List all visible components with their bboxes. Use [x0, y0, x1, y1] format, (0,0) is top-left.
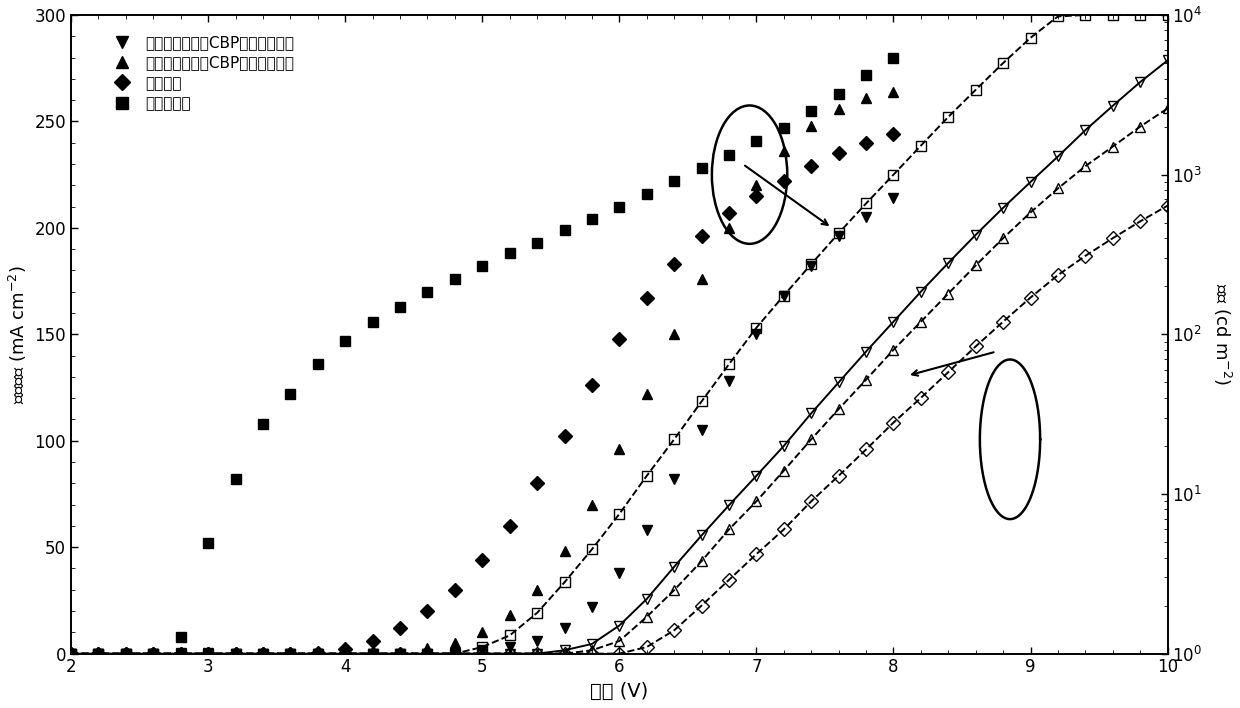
Y-axis label: 电流密度 (mA cm$^{-2}$): 电流密度 (mA cm$^{-2}$): [7, 265, 29, 404]
X-axis label: 电压 (V): 电压 (V): [590, 682, 649, 701]
Y-axis label: 亮度 (cd m$^{-2}$): 亮度 (cd m$^{-2}$): [1211, 283, 1233, 386]
Legend: 不含激子隔离层CBP的超薄非掺杂, 含有激子隔离层CBP的超薄非掺杂, 传统掺杂, 传统非掺杂: 不含激子隔离层CBP的超薄非掺杂, 含有激子隔离层CBP的超薄非掺杂, 传统掺杂…: [100, 29, 300, 118]
